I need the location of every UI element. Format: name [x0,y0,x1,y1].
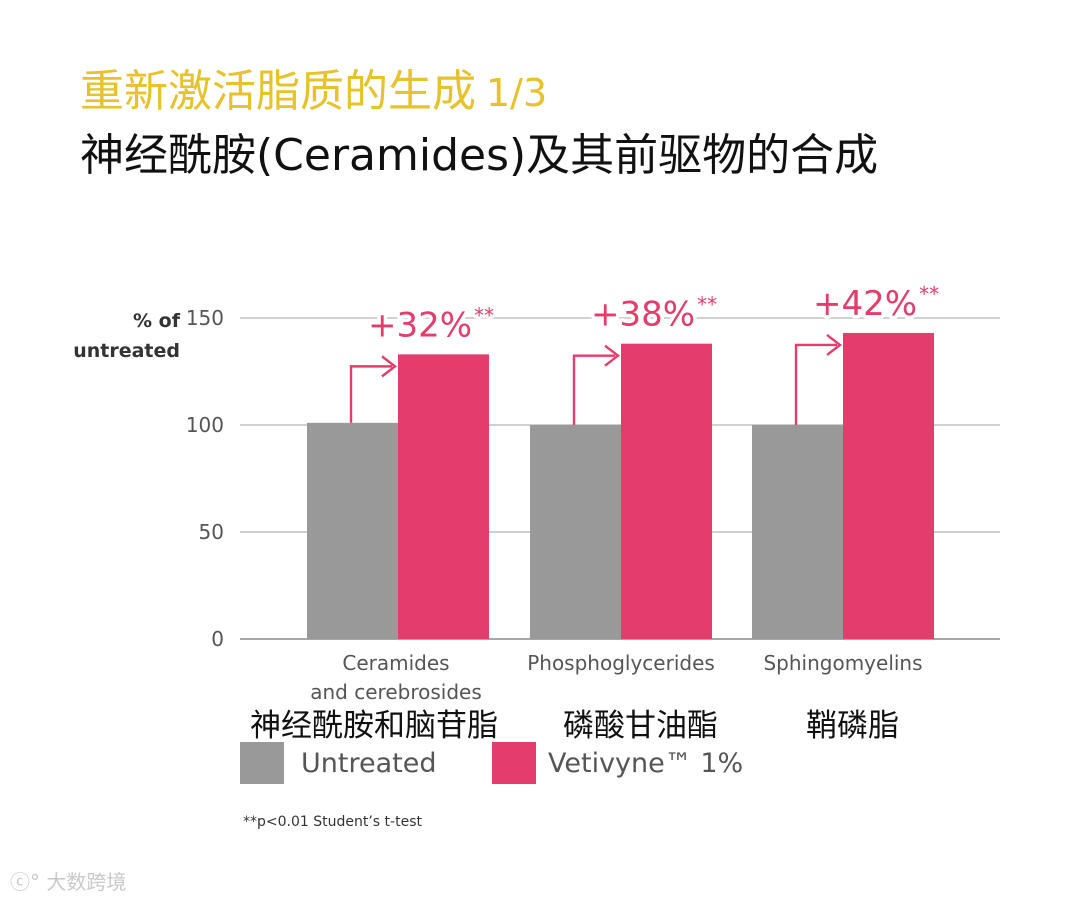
increase-arrow-2 [572,354,615,425]
significance-marker-2: ** [697,293,717,317]
y-tick-label-150: 150 [186,306,224,330]
increase-arrowhead-1 [381,355,397,378]
legend-swatch-untreated [240,742,284,784]
bar-vetivyne-3 [843,332,934,639]
bar-untreated-2 [530,425,621,639]
category-label-2: Phosphoglycerides [527,651,715,675]
category-cn-label-1: 神经酰胺和脑苷脂 [250,708,498,744]
percent-increase-label-2: +38% [591,295,695,335]
percent-increase-label-1: +32% [368,305,472,345]
significance-marker-1: ** [474,303,494,327]
category-cn-label-3: 鞘磷脂 [806,708,899,744]
y-tick-label-0: 0 [211,627,224,651]
y-tick-label-50: 50 [199,520,224,544]
significance-marker-3: ** [919,282,939,306]
watermark-text: 大数跨境 [46,870,127,894]
category-cn-label-2: 磷酸甘油酯 [563,708,718,744]
bar-untreated-3 [752,425,843,639]
slide-title-fraction: 1/3 [486,71,548,115]
slide-subtitle: 神经酰胺(Ceramides)及其前驱物的合成 [80,130,879,181]
slide-title-main: 重新激活脂质的生成 [80,66,476,117]
footnote: **p<0.01 Student’s t-test [243,814,422,830]
category-label-3: Sphingomyelins [763,651,922,675]
percent-increase-label-3: +42% [813,284,917,324]
category-label-1-line1: Ceramides [342,651,449,675]
slide-title: 重新激活脂质的生成 1/3 [80,62,547,123]
category-label-1-line2: and cerebrosides [310,680,481,704]
bar-vetivyne-1 [398,354,489,639]
watermark: ⓒ° 大数跨境 [10,866,126,895]
y-tick-label-100: 100 [186,413,224,437]
legend-label-untreated: Untreated [301,748,437,779]
increase-arrowhead-3 [826,334,842,356]
legend-swatch-vetivyne [492,742,536,784]
increase-arrow-3 [794,343,837,425]
bar-untreated-1 [307,422,398,639]
y-axis-label-line1: % of [133,310,181,332]
increase-arrowhead-2 [604,344,620,367]
watermark-logo-icon: ⓒ° [10,870,40,894]
legend-label-vetivyne: Vetivyne™ 1% [548,748,744,779]
bar-vetivyne-2 [621,343,712,639]
increase-arrow-1 [349,365,392,423]
y-axis-label-line2: untreated [73,340,180,362]
